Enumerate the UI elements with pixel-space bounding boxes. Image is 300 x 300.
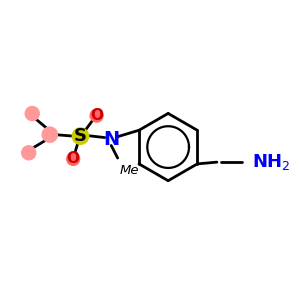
Circle shape — [22, 146, 36, 160]
Text: N: N — [103, 130, 119, 148]
Text: S: S — [74, 127, 87, 145]
Circle shape — [90, 109, 103, 122]
Circle shape — [67, 152, 80, 165]
Text: Me: Me — [120, 164, 139, 177]
Text: NH$_2$: NH$_2$ — [252, 152, 290, 172]
Text: O: O — [67, 152, 80, 166]
Text: O: O — [90, 108, 103, 123]
Circle shape — [72, 128, 89, 144]
Circle shape — [42, 127, 57, 142]
Circle shape — [25, 106, 39, 121]
